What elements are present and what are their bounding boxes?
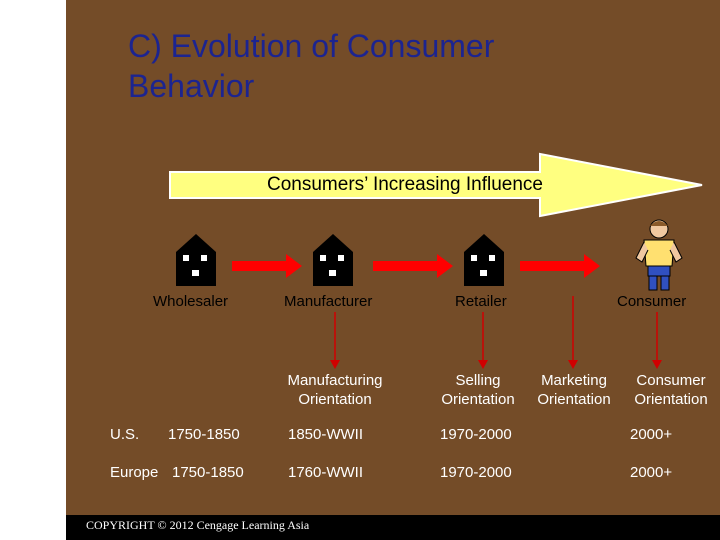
flow-arrow-3: [520, 254, 600, 278]
title-line-2: Behavior: [128, 68, 255, 104]
orientation-marketing-line2: Orientation: [537, 391, 611, 408]
down-arrow-manufacturing: [330, 312, 340, 369]
influence-arrow: [169, 152, 703, 218]
orientation-manufacturing: Manufacturing Orientation: [275, 371, 395, 409]
slide-title: C) Evolution of Consumer Behavior: [128, 26, 688, 106]
title-line-1: C) Evolution of Consumer: [128, 28, 495, 64]
orientation-manufacturing-line2: Orientation: [298, 391, 372, 408]
orientation-selling-line1: Selling: [455, 372, 501, 389]
orientation-selling-line2: Orientation: [441, 391, 515, 408]
flow-arrow-1: [232, 254, 302, 278]
flow-arrow-2: [373, 254, 453, 278]
timeline-us-period-4: 2000+: [630, 426, 673, 443]
copyright-text: COPYRIGHT © 2012 Cengage Learning Asia: [86, 518, 310, 532]
down-arrow-consumer: [652, 312, 662, 369]
stage-label-manufacturer: Manufacturer: [284, 293, 373, 310]
down-arrow-marketing: [568, 296, 578, 369]
orientation-consumer-line1: Consumer: [636, 372, 706, 389]
orientation-selling: Selling Orientation: [433, 371, 523, 409]
wholesaler-house-icon: [176, 234, 216, 286]
timeline-us-period-2: 1850-WWII: [288, 426, 364, 443]
timeline-region-us: U.S.: [110, 426, 140, 443]
copyright-bar: COPYRIGHT © 2012 Cengage Learning Asia: [66, 515, 720, 540]
influence-arrow-label: Consumers’ Increasing Influence: [267, 174, 543, 195]
timeline-europe-period-2: 1760-WWII: [288, 464, 364, 481]
orientation-manufacturing-line1: Manufacturing: [287, 372, 383, 389]
timeline-europe-period-3: 1970-2000: [440, 464, 512, 481]
orientation-marketing-line1: Marketing: [541, 372, 607, 389]
stage-label-consumer: Consumer: [617, 293, 687, 310]
timeline-us-period-3: 1970-2000: [440, 426, 512, 443]
timeline-us-period-1: 1750-1850: [168, 426, 240, 443]
timeline-region-europe: Europe: [110, 464, 159, 481]
manufacturer-house-icon: [313, 234, 353, 286]
consumer-person-icon: [635, 219, 683, 291]
stage-label-wholesaler: Wholesaler: [153, 293, 229, 310]
down-arrow-selling: [478, 312, 488, 369]
orientation-consumer-line2: Orientation: [634, 391, 708, 408]
retailer-house-icon: [464, 234, 504, 286]
timeline-europe-period-1: 1750-1850: [172, 464, 244, 481]
orientation-consumer: Consumer Orientation: [626, 371, 716, 409]
stage-label-retailer: Retailer: [455, 293, 507, 310]
timeline-europe-period-4: 2000+: [630, 464, 673, 481]
orientation-marketing: Marketing Orientation: [529, 371, 619, 409]
